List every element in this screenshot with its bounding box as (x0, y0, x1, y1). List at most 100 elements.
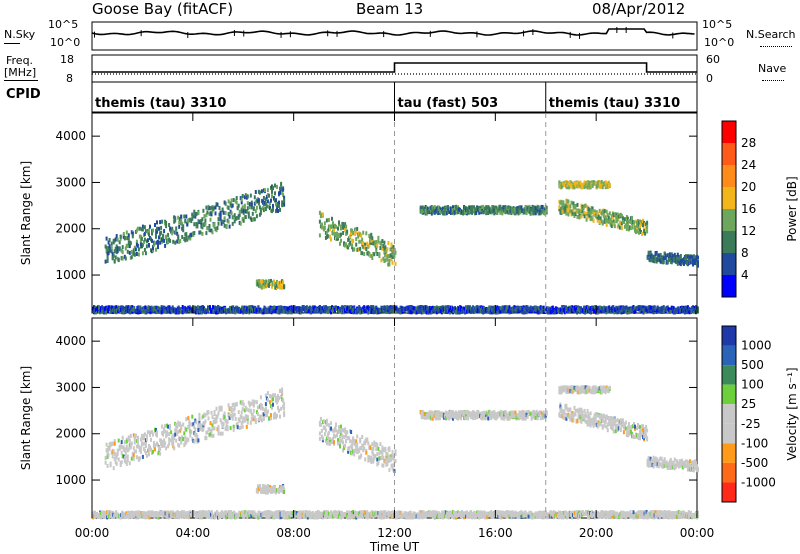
scatter-cell (238, 209, 241, 214)
scatter-cell (337, 236, 339, 241)
scatter-cell (133, 245, 136, 250)
scatter-cell (497, 208, 500, 213)
scatter-cell (245, 407, 248, 412)
scatter-cell (260, 403, 263, 408)
scatter-cell (579, 180, 582, 185)
scatter-cell (247, 211, 250, 216)
scatter-cell (167, 444, 170, 449)
scatter-cell (602, 213, 605, 218)
scatter-cell (569, 407, 572, 412)
scatter-cell (188, 425, 191, 430)
scatter-cell (593, 180, 596, 185)
scatter-cell (259, 406, 262, 411)
scatter-cell (196, 305, 199, 310)
scatter-cell (679, 254, 682, 258)
scatter-cell (620, 226, 623, 231)
scatter-cell (210, 428, 213, 433)
scatter-cell (127, 233, 130, 238)
freq-legend-line (4, 80, 38, 81)
scatter-cell (155, 428, 157, 432)
scatter-cell (108, 238, 111, 242)
scatter-cell (593, 418, 596, 423)
scatter-cell (137, 305, 140, 310)
scatter-cell (133, 308, 136, 313)
scatter-cell (389, 254, 392, 259)
scatter-cell (211, 426, 214, 431)
scatter-cell (349, 439, 352, 444)
scatter-cell (250, 401, 253, 406)
nave-legend-line (762, 80, 784, 81)
scatter-cell (452, 205, 454, 210)
scatter-cell (172, 239, 175, 244)
scatter-cell (234, 417, 237, 421)
scatter-cell (617, 423, 620, 428)
scatter-cell (633, 220, 635, 225)
scatter-cell (141, 454, 144, 459)
scatter-cell (374, 243, 377, 248)
scatter-cell (189, 433, 192, 438)
scatter-cell (148, 452, 150, 457)
scatter-cell (265, 412, 268, 417)
scatter-cell (325, 422, 328, 427)
scatter-cell (365, 231, 368, 236)
scatter-cell (342, 428, 345, 433)
scatter-cell (370, 455, 373, 460)
scatter-cell (226, 419, 229, 424)
scatter-cell (525, 410, 528, 415)
scatter-cell (369, 446, 372, 450)
scatter-cell (340, 232, 342, 237)
scatter-cell (236, 425, 239, 430)
scatter-cell (169, 426, 172, 431)
scatter-cell (193, 305, 196, 310)
scatter-cell (106, 255, 109, 260)
scatter-cell (485, 205, 488, 210)
scatter-cell (609, 416, 612, 421)
scatter-cell (149, 310, 152, 315)
scatter-cell (585, 414, 588, 419)
scatter-cell (628, 310, 631, 315)
scatter-cell (355, 237, 358, 242)
scatter-cell (630, 307, 633, 312)
scatter-cell (131, 305, 134, 310)
scatter-cell (230, 307, 233, 312)
scatter-cell (149, 224, 151, 229)
scatter-cell (169, 307, 172, 312)
scatter-cell (325, 418, 328, 423)
scatter-cell (584, 203, 587, 208)
scatter-cell (503, 416, 506, 421)
scatter-cell (618, 308, 621, 313)
scatter-cell (360, 453, 363, 458)
scatter-cell (275, 202, 277, 207)
scatter-cell (174, 432, 177, 437)
scatter-cell (627, 219, 630, 224)
scatter-cell (697, 255, 699, 260)
scatter-cell (182, 228, 185, 233)
scatter-cell (629, 216, 632, 221)
scatter-cell (130, 249, 133, 254)
scatter-cell (340, 226, 342, 231)
scatter-cell (219, 213, 222, 218)
scatter-cell (352, 307, 355, 312)
scatter-cell (164, 429, 167, 434)
scatter-cell (217, 411, 220, 416)
scatter-cell (231, 412, 234, 417)
scatter-cell (213, 224, 216, 229)
colorbar-tick-label: 16 (741, 202, 756, 216)
scatter-cell (202, 208, 205, 213)
scatter-cell (506, 305, 509, 310)
scatter-cell (338, 220, 340, 225)
scatter-cell (290, 306, 293, 311)
scatter-cell (611, 215, 614, 220)
scatter-cell (545, 208, 548, 213)
scatter-cell (560, 407, 563, 412)
colorbar-frame (721, 120, 737, 298)
scatter-cell (98, 305, 100, 310)
scatter-cell (117, 438, 120, 443)
scatter-cell (248, 401, 251, 406)
scatter-cell (490, 416, 493, 420)
scatter-cell (614, 418, 617, 423)
scatter-cell (213, 426, 216, 431)
scatter-cell (526, 414, 529, 419)
scatter-cell (382, 244, 385, 249)
scatter-cell (250, 417, 253, 422)
